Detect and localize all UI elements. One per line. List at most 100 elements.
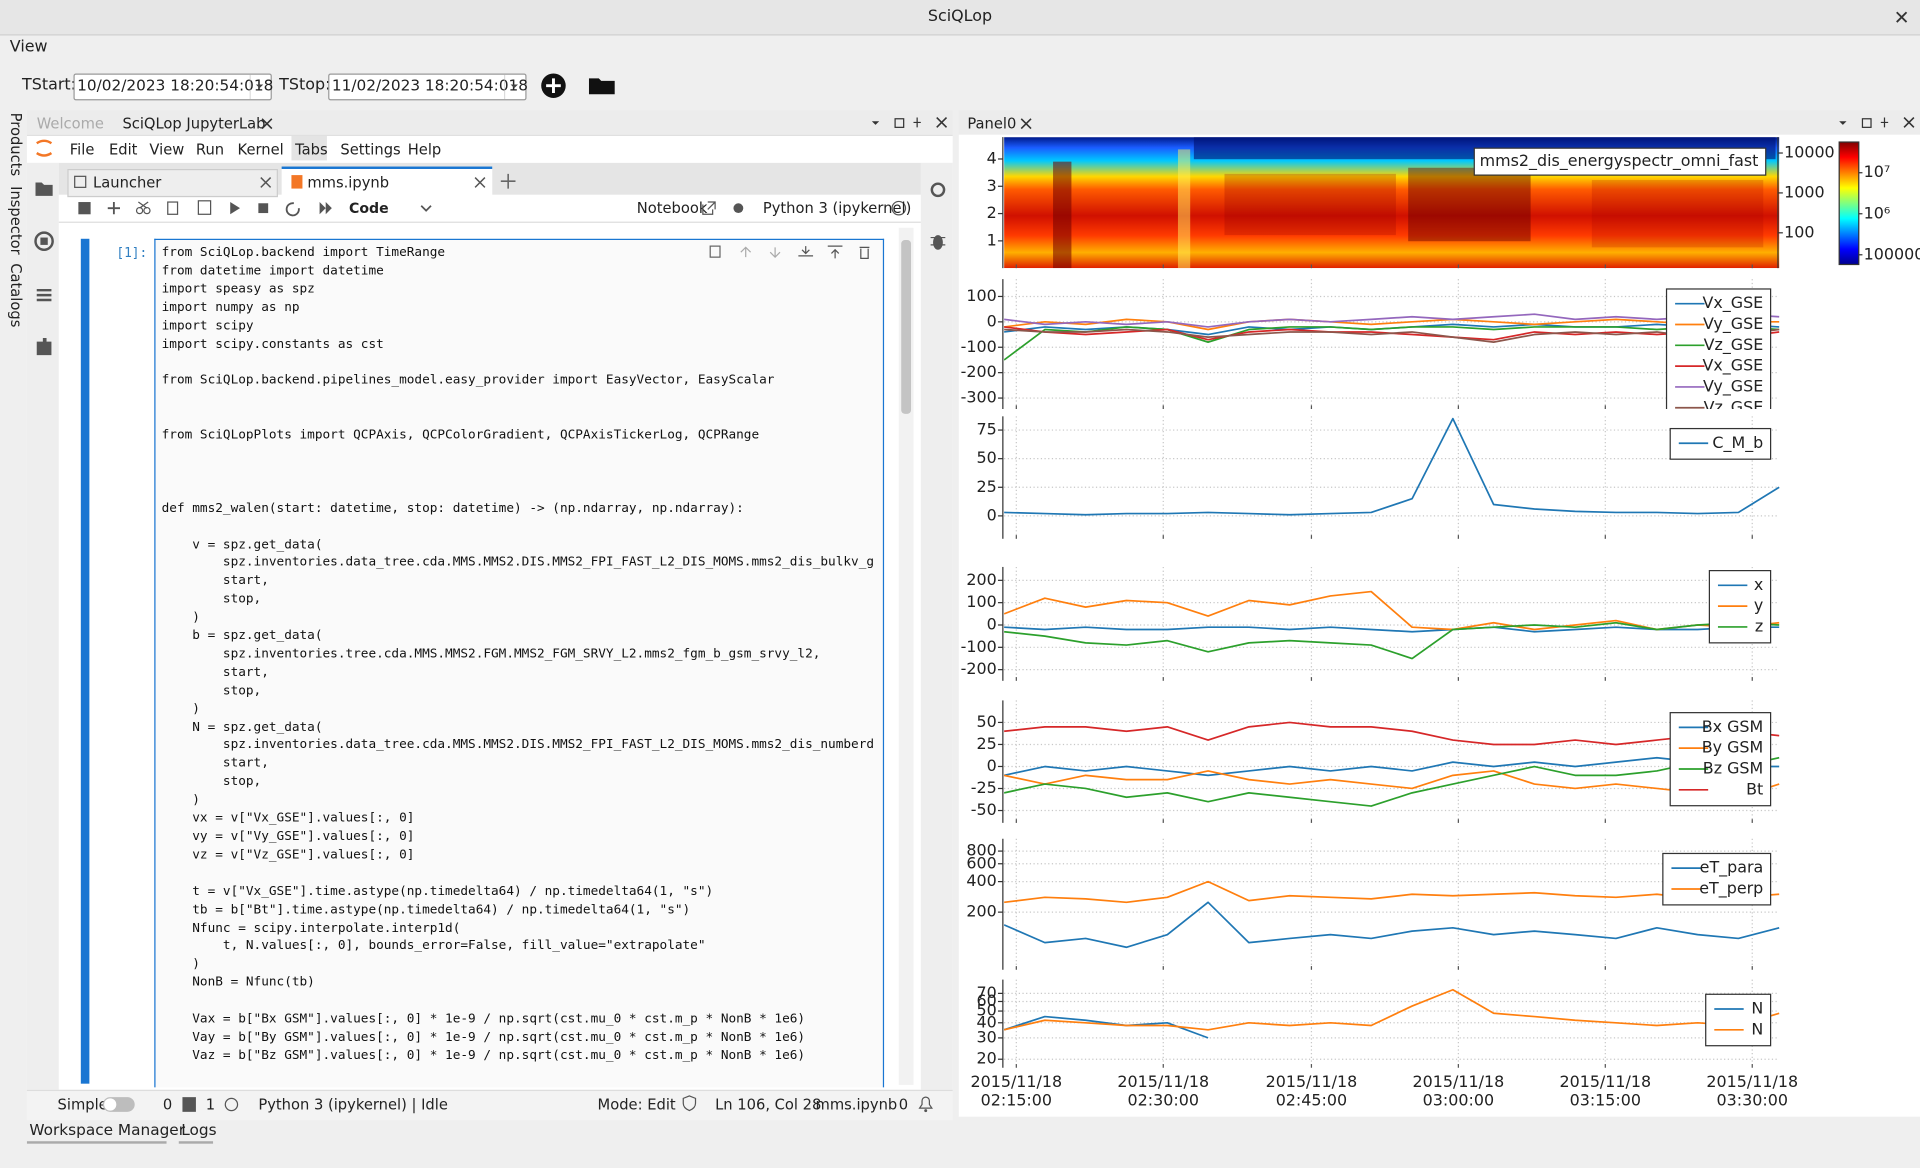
panel-tabbar bbox=[958, 110, 1920, 135]
new-tab[interactable] bbox=[495, 169, 522, 193]
heatmap-shade bbox=[1053, 161, 1072, 269]
tick-label: 200 bbox=[966, 570, 996, 589]
tstop-value: 11/02/2023 18:20:54:018 bbox=[331, 75, 529, 95]
tick-label: 20 bbox=[976, 1049, 996, 1068]
series-line bbox=[1004, 901, 1780, 949]
tab-underline bbox=[26, 1141, 167, 1144]
notebook-toolbar[interactable] bbox=[73, 197, 440, 219]
legend-label: N bbox=[1751, 1019, 1763, 1038]
series-line bbox=[1004, 1015, 1209, 1039]
tab-welcome[interactable]: Welcome bbox=[36, 115, 104, 133]
jl-menu-settings[interactable]: Settings bbox=[340, 140, 401, 158]
jl-menu-kernel[interactable]: Kernel bbox=[237, 140, 284, 158]
time-tick-label: 03:15:00 bbox=[1570, 1090, 1641, 1109]
cell-editor[interactable] bbox=[154, 238, 885, 1088]
legend-label: Vz_GSE bbox=[1704, 397, 1764, 417]
time-tick-label: 2015/11/18 bbox=[1266, 1072, 1358, 1091]
jl-sidebar-icons[interactable] bbox=[33, 178, 55, 362]
scrollbar[interactable] bbox=[898, 227, 914, 1085]
cell-actions[interactable] bbox=[708, 244, 877, 261]
series-line bbox=[1004, 770, 1780, 799]
close-panel[interactable] bbox=[1020, 118, 1032, 130]
time-tick-label: 2015/11/18 bbox=[970, 1072, 1062, 1091]
tick-label: 0 bbox=[987, 756, 997, 775]
tab-jupyterlab[interactable]: SciQLop JupyterLab bbox=[122, 115, 266, 133]
kernel-status[interactable]: Python 3 (ipykernel) | Idle bbox=[258, 1095, 448, 1114]
jl-menu-edit[interactable]: Edit bbox=[108, 140, 138, 158]
side-tab-products[interactable]: Products bbox=[7, 112, 25, 177]
left-dock-tabbar bbox=[26, 110, 953, 135]
jl-menu-tabs[interactable]: Tabs bbox=[295, 140, 328, 158]
tstart-input[interactable] bbox=[73, 73, 272, 101]
tab-notebook[interactable]: mms.ipynb bbox=[307, 173, 390, 192]
side-tab-catalogs[interactable]: Catalogs bbox=[7, 263, 25, 328]
tick-label: 50 bbox=[976, 1001, 996, 1020]
cell-type[interactable]: Code bbox=[348, 199, 389, 217]
title-bar bbox=[0, 0, 1920, 36]
legend-label: Bz GSM bbox=[1703, 758, 1763, 777]
tick-label: 70 bbox=[976, 983, 996, 1002]
tstart-dropdown[interactable] bbox=[249, 74, 270, 100]
tab-workspace-manager[interactable]: Workspace Manager bbox=[29, 1120, 186, 1139]
tstop-input[interactable] bbox=[328, 73, 527, 101]
tick-label: 3 bbox=[987, 176, 997, 195]
legend-label: Bx GSM bbox=[1702, 717, 1764, 736]
legend-box bbox=[1665, 288, 1772, 409]
dock-controls[interactable] bbox=[869, 115, 950, 132]
panel-tab[interactable]: Panel0 bbox=[967, 115, 1017, 133]
edit-mode: Mode: Edit bbox=[597, 1095, 676, 1114]
panel-controls[interactable] bbox=[1837, 115, 1918, 132]
jl-right-icons[interactable] bbox=[927, 179, 949, 255]
cursor-position: Ln 106, Col 28 bbox=[715, 1095, 822, 1114]
legend: xyz bbox=[1708, 570, 1772, 644]
status-icons[interactable] bbox=[102, 1096, 249, 1113]
tstart-label: TStart: bbox=[22, 75, 77, 95]
kernel-name: Python 3 (ipykernel) bbox=[762, 199, 912, 217]
jl-right-sidebar bbox=[920, 162, 953, 1090]
tab-icons[interactable] bbox=[73, 174, 502, 191]
open-folder[interactable] bbox=[588, 75, 617, 97]
side-tab-inspector[interactable]: Inspector bbox=[7, 186, 25, 255]
close-window[interactable] bbox=[1894, 10, 1909, 25]
legend-label: Vz_GSE bbox=[1704, 335, 1764, 355]
jl-menu-file[interactable]: File bbox=[69, 140, 95, 158]
tab-underline bbox=[178, 1141, 214, 1144]
tick-label: 1000 bbox=[1784, 182, 1824, 201]
time-tick-label: 02:30:00 bbox=[1128, 1090, 1199, 1109]
bell-icon[interactable] bbox=[916, 1093, 936, 1113]
jl-menu-view[interactable]: View bbox=[149, 140, 185, 158]
cell-code[interactable]: from SciQLop.backend import TimeRange fr… bbox=[161, 244, 875, 1063]
colorbar bbox=[1838, 141, 1860, 266]
tstop-dropdown[interactable] bbox=[504, 74, 524, 100]
notebook-label[interactable]: Notebook bbox=[636, 199, 708, 217]
series-line bbox=[1004, 988, 1780, 1031]
tick-label: 100000 bbox=[1864, 244, 1920, 263]
menu-view[interactable]: View bbox=[9, 37, 48, 57]
simple-label: Simple bbox=[57, 1095, 108, 1114]
tab-logs[interactable]: Logs bbox=[181, 1120, 217, 1139]
jl-left-sidebar bbox=[26, 162, 59, 1090]
legend-label: Vy_GSE bbox=[1703, 376, 1763, 396]
series-line bbox=[1004, 721, 1780, 746]
jl-menu-run[interactable]: Run bbox=[195, 140, 225, 158]
time-tick-label: 03:00:00 bbox=[1423, 1090, 1494, 1109]
jl-menu-help[interactable]: Help bbox=[407, 140, 442, 158]
close-tab[interactable] bbox=[261, 118, 273, 130]
tab-launcher[interactable]: Launcher bbox=[93, 173, 162, 192]
time-tick-label: 2015/11/18 bbox=[1706, 1072, 1798, 1091]
file-name: mms.ipynb bbox=[815, 1095, 898, 1114]
legend: NN bbox=[1705, 993, 1772, 1047]
tick-label: 50 bbox=[976, 712, 996, 731]
series-group bbox=[1004, 880, 1780, 949]
legend-label: Vx_GSE bbox=[1703, 356, 1764, 376]
status-bar bbox=[26, 1089, 953, 1121]
tick-label: 75 bbox=[976, 420, 996, 439]
add-button[interactable] bbox=[540, 72, 567, 99]
scroll-thumb[interactable] bbox=[901, 240, 912, 414]
time-tick-label: 2015/11/18 bbox=[1413, 1072, 1505, 1091]
